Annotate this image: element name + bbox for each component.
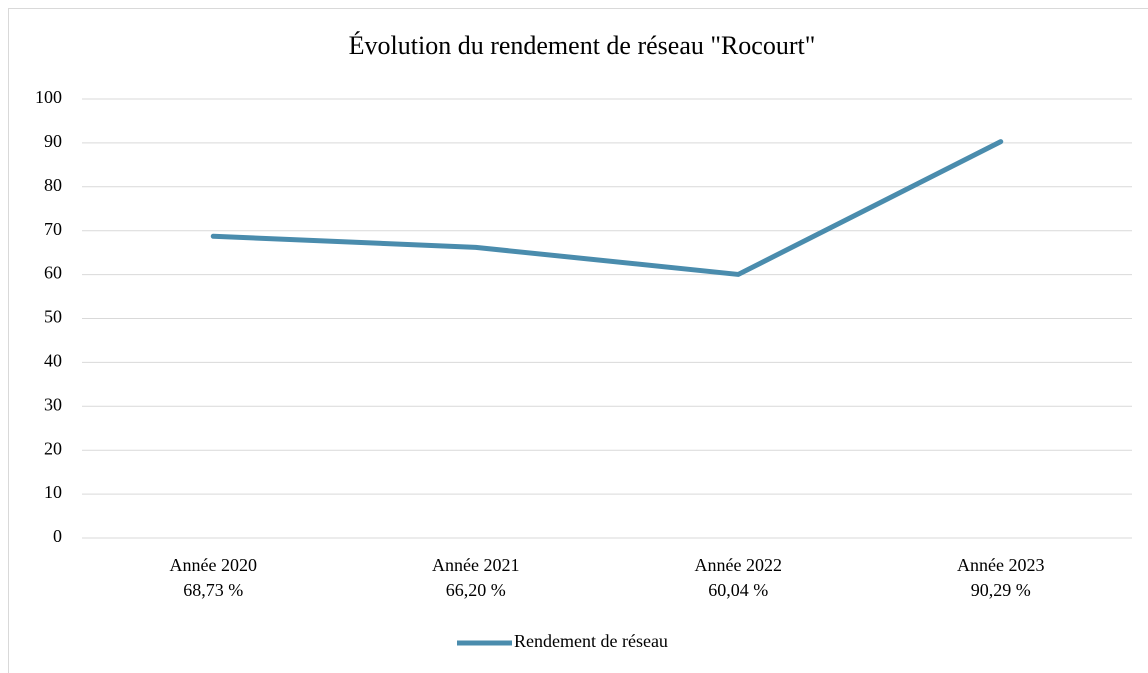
x-tick-label: Année 2020	[170, 555, 257, 575]
chart-border	[8, 8, 1148, 673]
y-tick-label: 100	[35, 87, 62, 107]
y-tick-label: 0	[53, 526, 62, 546]
y-tick-label: 40	[44, 351, 62, 371]
value-label: 66,20 %	[446, 580, 506, 600]
value-label: 60,04 %	[708, 580, 768, 600]
x-tick-label: Année 2023	[957, 555, 1044, 575]
x-tick-label: Année 2022	[695, 555, 782, 575]
value-label: 90,29 %	[971, 580, 1031, 600]
x-tick-label: Année 2021	[432, 555, 519, 575]
y-tick-label: 10	[44, 482, 62, 502]
y-tick-label: 90	[44, 131, 62, 151]
series-line	[210, 139, 1004, 277]
y-tick-label: 30	[44, 394, 62, 414]
y-tick-label: 20	[44, 438, 62, 458]
y-tick-label: 70	[44, 219, 62, 239]
y-tick-label: 80	[44, 175, 62, 195]
chart-title: Évolution du rendement de réseau "Rocour…	[349, 31, 816, 60]
legend-label: Rendement de réseau	[514, 631, 668, 651]
value-label: 68,73 %	[183, 580, 243, 600]
y-tick-label: 50	[44, 307, 62, 327]
y-tick-label: 60	[44, 263, 62, 283]
